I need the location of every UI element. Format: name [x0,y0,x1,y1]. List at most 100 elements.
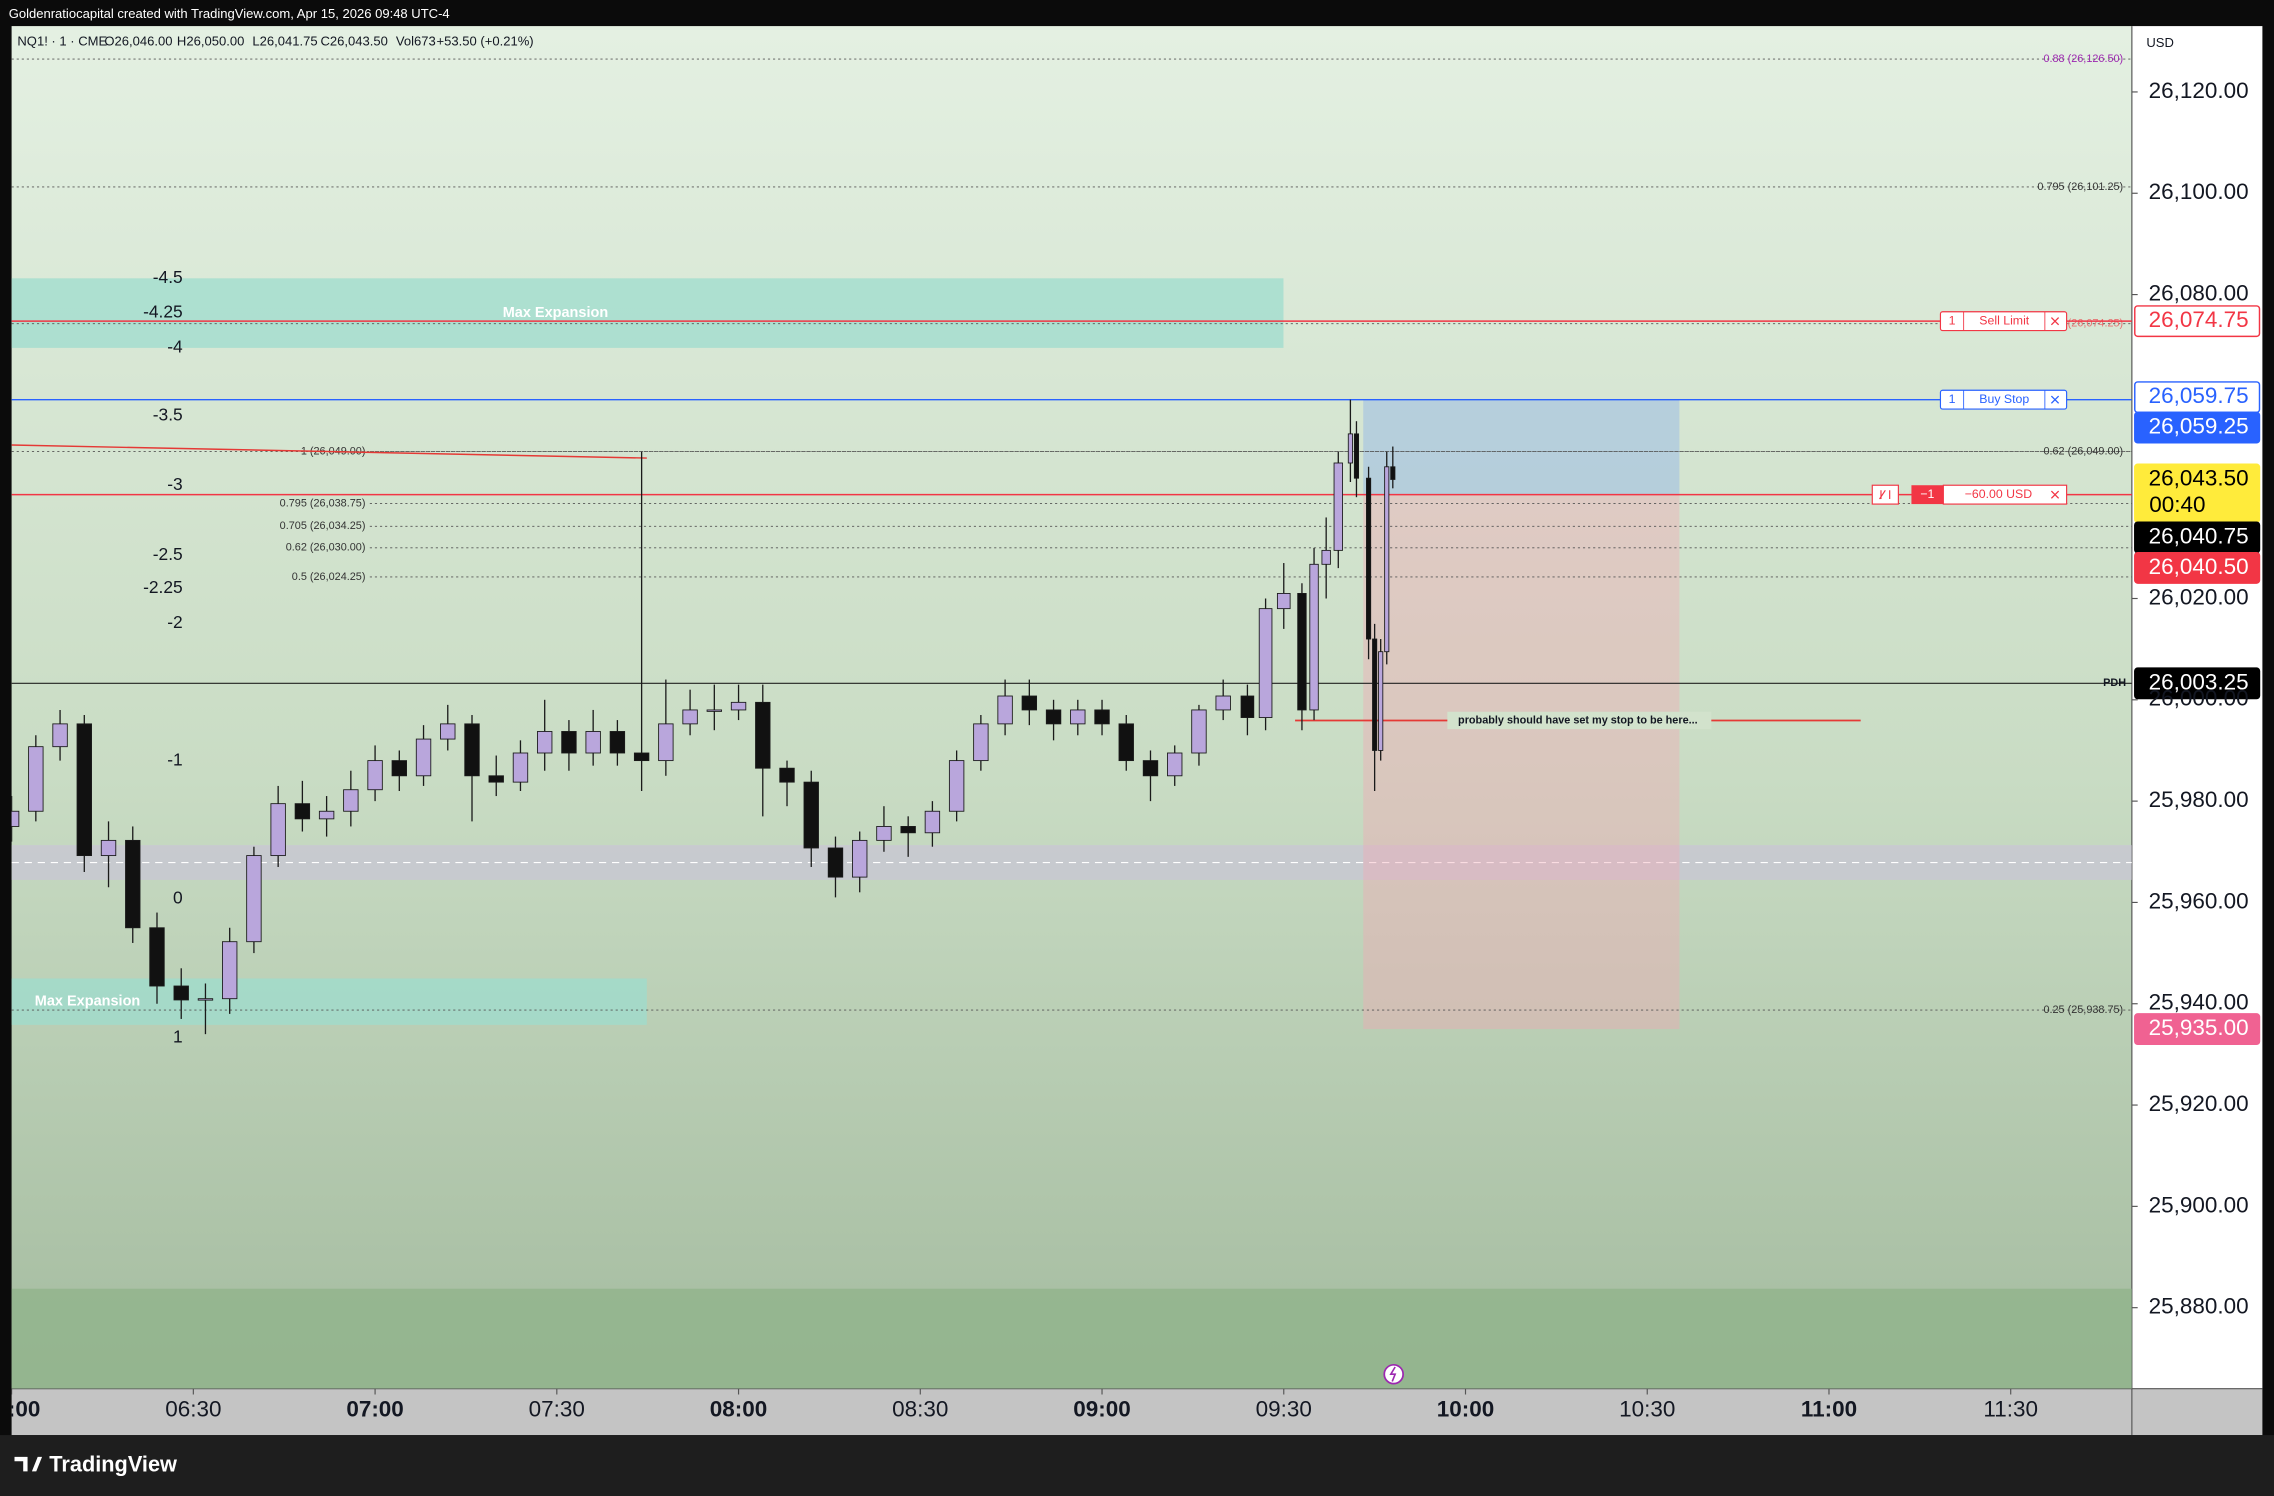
max-expansion-zone [11,278,1284,348]
y-tick-label: 26,020.00 [2149,584,2249,609]
y-tick-label: 25,980.00 [2149,787,2249,812]
fib-label: 0.795 (26,101.25) [2037,181,2123,193]
expansion-level: 0 [173,887,183,907]
candle-body [537,731,553,754]
candle-body [973,723,989,762]
expansion-level: -3 [167,474,182,494]
y-tick-label: 25,880.00 [2149,1294,2249,1319]
fib-label: 0.62 (26,049.00) [2043,445,2123,457]
fib-label: (26,074.25) [2068,318,2124,330]
trend-line [11,444,647,459]
candle-body [1118,723,1134,762]
candle-body [1045,709,1062,725]
annotation: probably should have set my stop to be h… [1458,714,1698,726]
position-pnl-box [1942,484,2068,505]
candle-body [755,701,771,769]
candle-body [827,847,844,878]
expansion-level: -2 [167,612,182,632]
expansion-level: -3.5 [153,405,183,425]
candle-body [173,985,189,1001]
legend-change: +53.50 (+0.21%) [437,33,534,48]
price-tag-label: 26,003.25 [2149,669,2249,694]
expansion-level: -4.5 [153,267,183,287]
candle-body [318,810,335,820]
legend-symbol: NQ1! · 1 · CME [17,33,107,48]
position-qty-box [1911,485,1944,505]
candle-body [585,731,601,754]
candle-body [1167,752,1183,777]
candle-body [1215,695,1231,711]
time-axis [11,1388,2263,1436]
plot: Max Expansion Max Expansion 0.88 (26,126.5… [11,53,2132,1389]
footer-brand: TradingView [49,1451,177,1476]
candle-body [222,941,238,1000]
y-tick-label: 25,960.00 [2149,888,2249,913]
expansion-level: 1 [173,1027,183,1047]
candle-body [609,731,626,754]
candle-body [488,775,504,783]
annotation-bg [1447,711,1712,730]
price-tag-label: 26,059.25 [2149,414,2249,439]
expansion-level: -2.5 [153,544,183,564]
candle-body [197,998,214,1001]
price-axis [2131,26,2263,1389]
x-tick-label: 11:30 [1983,1396,2038,1421]
candle-body [125,839,141,929]
candle-body [1333,462,1343,551]
candle-body [779,767,795,783]
y-tick-label: 26,080.00 [2149,281,2249,306]
candle-body [1142,760,1159,777]
price-tag-label: 26,043.50 [2149,465,2249,490]
plot-area [11,26,2132,1389]
x-tick-label: 07:00 [346,1396,403,1421]
order-qty: 1 [1949,392,1956,406]
price-tag-countdown: 00:40 [2149,492,2205,517]
candle-body [367,760,383,791]
event-bolt [1389,1366,1397,1382]
candle-body [1384,466,1390,653]
price-tags: 26,074.75 26,059.75 26,059.25 26,043.5000:4… [2134,305,2261,1046]
candle-body [1094,709,1110,725]
candle-body [924,810,941,834]
y-tick-label: 25,900.00 [2149,1192,2249,1217]
y-tick-label: 26,120.00 [2149,78,2249,103]
x-tick-label: 09:30 [1256,1396,1312,1421]
fib-label: 0.5 (26,024.25) [292,571,366,583]
price-tag [2134,411,2261,444]
footer-bar [0,1435,2274,1496]
price-tag-label: 25,935.00 [2149,1015,2249,1040]
candle-body [1276,593,1291,610]
candle-body [100,839,117,857]
candle-body [28,746,44,812]
candle-body [682,709,698,725]
zone-label: Max Expansion [35,994,140,1010]
candle-body [852,839,868,878]
candle-body [706,709,723,712]
candle-body [11,810,20,827]
candle-body [294,803,311,820]
fib-label: 0.25 (25,938.75) [2043,1004,2123,1016]
legend-high: H26,050.00 [177,33,244,48]
stop-zone [1363,494,1680,1030]
candle-body [1353,433,1360,479]
order-label: Buy Stop [1979,392,2029,406]
candle-body [997,695,1013,725]
expansion-level: -1 [167,750,182,770]
price-tag-label: 26,074.75 [2149,307,2249,332]
candle-body [803,781,819,849]
price-tag-label: 26,040.50 [2149,554,2249,579]
footer-logo: TradingView [14,1451,177,1476]
fib-label: 0.795 (26,038.75) [280,497,366,509]
fib-label: 0.62 (26,030.00) [286,542,366,554]
candle-body [149,927,165,987]
candle-body [876,826,892,841]
order-box [1939,389,2068,410]
candle-body [1321,549,1331,565]
y-tick-label: 25,920.00 [2149,1091,2249,1116]
x-tick-label: 06:30 [165,1396,221,1421]
candle-body [1021,695,1038,711]
expansion-level: -4 [167,337,183,357]
candle-body [1347,433,1353,464]
